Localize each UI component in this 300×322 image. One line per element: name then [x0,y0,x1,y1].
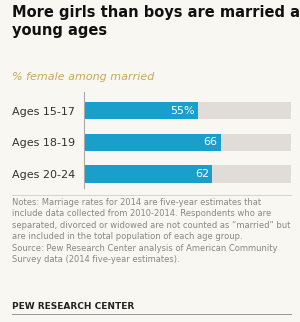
Text: 62: 62 [195,169,209,179]
Bar [84,134,291,151]
Text: More girls than boys are married at
young ages: More girls than boys are married at youn… [12,5,300,38]
Bar [84,134,220,151]
Bar [84,166,291,183]
Text: 66: 66 [203,137,218,147]
Bar [84,102,198,119]
Text: PEW RESEARCH CENTER: PEW RESEARCH CENTER [12,302,134,311]
Text: 55%: 55% [170,106,195,116]
Text: Notes: Marriage rates for 2014 are five-year estimates that
include data collect: Notes: Marriage rates for 2014 are five-… [12,198,290,264]
Bar [84,102,291,119]
Bar [84,166,212,183]
Text: % female among married: % female among married [12,72,154,82]
